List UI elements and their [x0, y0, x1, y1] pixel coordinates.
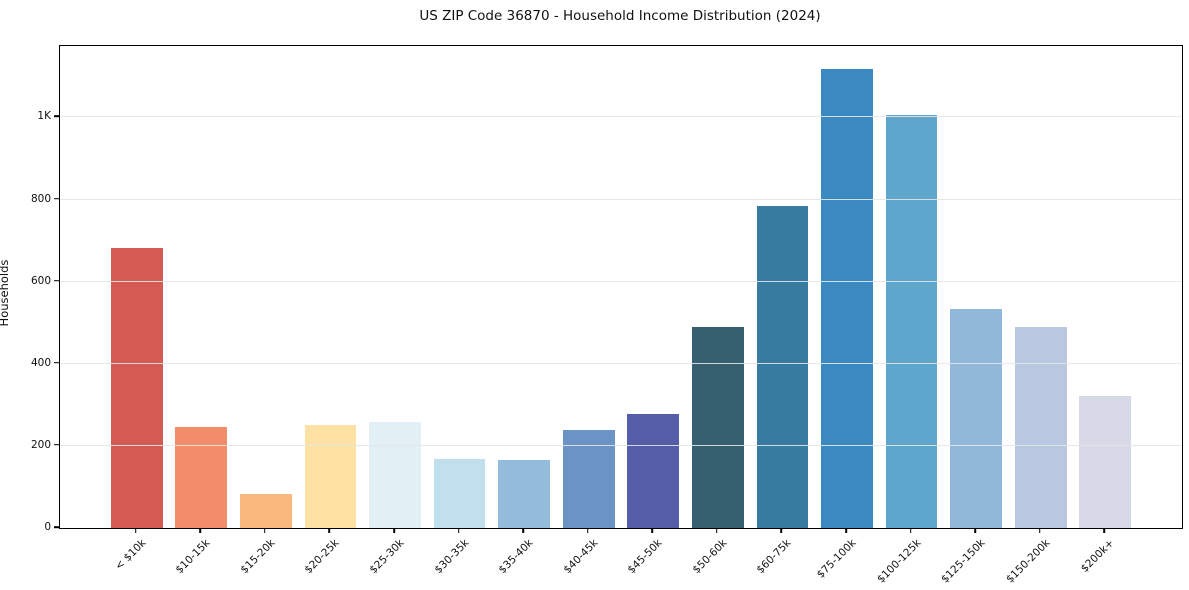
bar-$125-150k	[950, 309, 1003, 528]
x-tick-mark-< $10k	[134, 528, 137, 533]
y-axis-label: Households	[0, 259, 11, 327]
y-tick-mark-600	[54, 279, 59, 282]
x-tick-label-$100-125k: $100-125k	[874, 537, 924, 586]
x-tick-label-$45-50k: $45-50k	[625, 537, 665, 577]
x-tick-mark-$150-200k	[1038, 528, 1041, 533]
bar-$75-100k	[821, 69, 873, 528]
y-tick-label-0: 0	[44, 521, 51, 533]
x-tick-label-$30-35k: $30-35k	[431, 537, 472, 577]
x-tick-mark-$75-100k	[845, 528, 847, 533]
gridline-600	[60, 280, 1182, 282]
bar-$40-45k	[562, 430, 615, 528]
gridline-200	[60, 444, 1182, 446]
x-tick-mark-$125-150k	[974, 528, 976, 533]
y-tick-label-800: 800	[30, 192, 51, 205]
y-tick-label-1K: 1K	[37, 110, 51, 123]
x-tick-label-$75-100k: $75-100k	[814, 537, 859, 581]
gridline-800	[60, 198, 1182, 200]
x-tick-mark-$50-60k	[716, 528, 718, 533]
bar-$20-25k	[304, 425, 357, 528]
x-tick-label-$10-15k: $10-15k	[173, 537, 213, 577]
bar-$50-60k	[692, 326, 744, 528]
x-tick-mark-$45-50k	[651, 528, 654, 533]
chart-title: US ZIP Code 36870 - Household Income Dis…	[419, 8, 821, 24]
x-tick-mark-$60-75k	[780, 528, 783, 533]
gridline-400	[60, 362, 1182, 364]
y-tick-mark-0	[54, 526, 59, 528]
x-tick-label-$40-45k: $40-45k	[561, 537, 601, 577]
bar-$60-75k	[756, 205, 809, 528]
y-tick-label-200: 200	[30, 438, 51, 451]
bar-$150-200k	[1014, 326, 1067, 528]
y-tick-mark-200	[54, 444, 59, 446]
y-tick-mark-400	[54, 361, 59, 364]
x-tick-label-< $10k: < $10k	[112, 537, 149, 573]
x-tick-mark-$10-15k	[199, 528, 202, 533]
bar-$15-20k	[240, 493, 292, 528]
x-tick-mark-$15-20k	[264, 528, 266, 533]
x-tick-mark-$20-25k	[328, 528, 331, 533]
y-tick-label-600: 600	[30, 274, 51, 287]
x-tick-label-$60-75k: $60-75k	[754, 537, 794, 577]
x-tick-label-$50-60k: $50-60k	[690, 537, 730, 577]
bar-$100-125k	[885, 114, 938, 528]
bar-$35-40k	[498, 460, 551, 528]
x-tick-mark-$35-40k	[522, 528, 524, 533]
bar-$25-30k	[369, 422, 421, 528]
x-tick-label-$125-150k: $125-150k	[939, 537, 988, 586]
x-tick-mark-$30-35k	[457, 528, 460, 533]
x-tick-mark-$100-125k	[909, 528, 912, 533]
x-tick-mark-$40-45k	[586, 528, 589, 533]
y-tick-mark-1K	[54, 115, 59, 118]
x-tick-label-$15-20k: $15-20k	[238, 537, 278, 577]
x-tick-label-$25-30k: $25-30k	[367, 537, 407, 577]
bar-$200k+	[1079, 395, 1132, 528]
y-tick-label-400: 400	[30, 356, 51, 369]
bar-$45-50k	[627, 414, 680, 528]
x-tick-label-$200k+: $200k+	[1078, 537, 1117, 575]
bar-< $10k	[110, 247, 163, 528]
gridline-1K	[60, 116, 1182, 118]
x-tick-label-$150-200k: $150-200k	[1003, 537, 1053, 586]
plot-area	[59, 45, 1183, 529]
bar-$10-15k	[175, 427, 228, 528]
x-tick-mark-$25-30k	[393, 528, 395, 533]
x-tick-label-$20-25k: $20-25k	[302, 537, 342, 577]
x-tick-label-$35-40k: $35-40k	[496, 537, 536, 577]
y-tick-mark-800	[54, 197, 59, 200]
bar-$30-35k	[433, 459, 486, 528]
x-tick-mark-$200k+	[1103, 528, 1106, 533]
